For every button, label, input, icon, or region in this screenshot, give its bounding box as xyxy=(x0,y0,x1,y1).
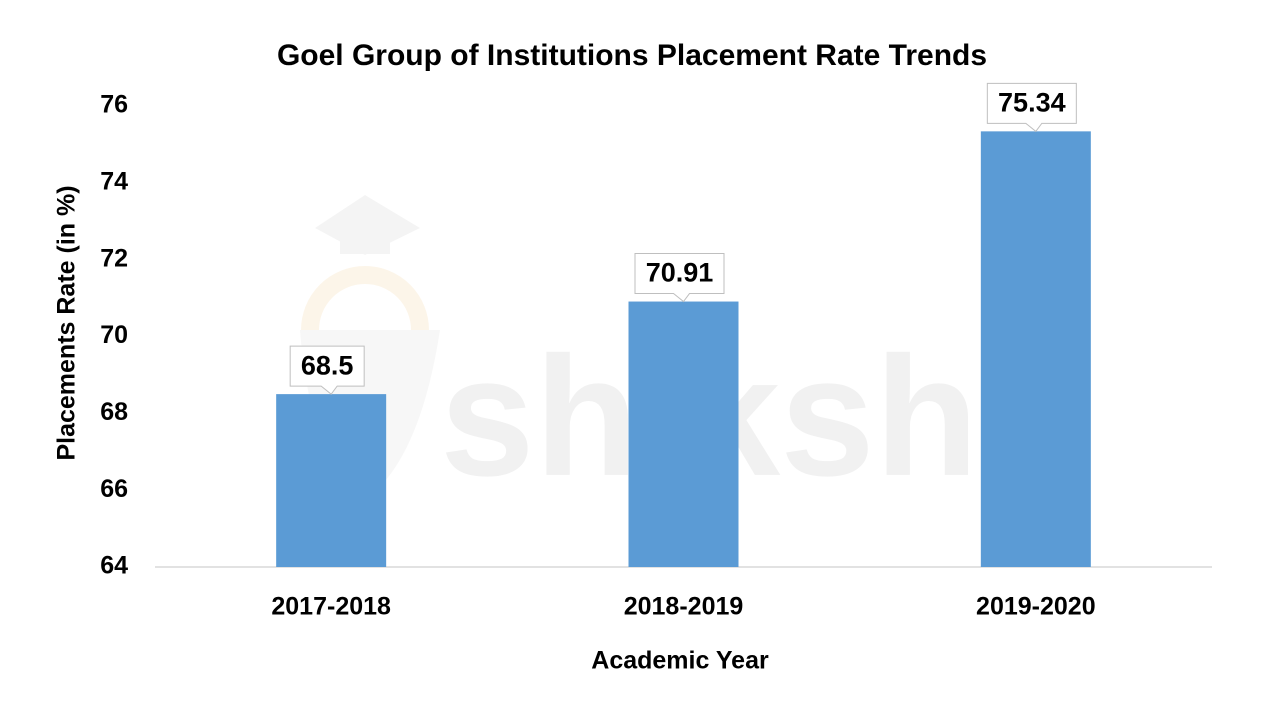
data-label-callout xyxy=(986,82,1077,133)
y-tick-label: 68 xyxy=(100,398,128,426)
y-tick-label: 70 xyxy=(100,321,128,349)
data-label-callout xyxy=(634,253,725,303)
bar xyxy=(276,394,387,567)
bar xyxy=(628,301,739,567)
x-tick-label: 2017-2018 xyxy=(271,593,391,621)
y-tick-label: 66 xyxy=(100,475,128,503)
y-tick-label: 72 xyxy=(100,244,128,272)
data-label-callout xyxy=(289,345,365,395)
watermark: shiksha xyxy=(440,322,1075,512)
bar xyxy=(980,131,1091,568)
y-tick-label: 64 xyxy=(100,552,128,580)
y-tick-label: 74 xyxy=(100,167,128,195)
x-tick-label: 2019-2020 xyxy=(976,593,1096,621)
y-axis-label: Placements Rate (in %) xyxy=(53,185,81,460)
data-label: 68.5 xyxy=(301,350,354,380)
data-label: 70.91 xyxy=(646,258,714,288)
y-tick-label: 76 xyxy=(100,91,128,119)
data-label: 75.34 xyxy=(998,87,1066,117)
x-tick-label: 2018-2019 xyxy=(624,593,744,621)
chart-title: Goel Group of Institutions Placement Rat… xyxy=(277,39,987,72)
x-axis-label: Academic Year xyxy=(591,647,769,675)
